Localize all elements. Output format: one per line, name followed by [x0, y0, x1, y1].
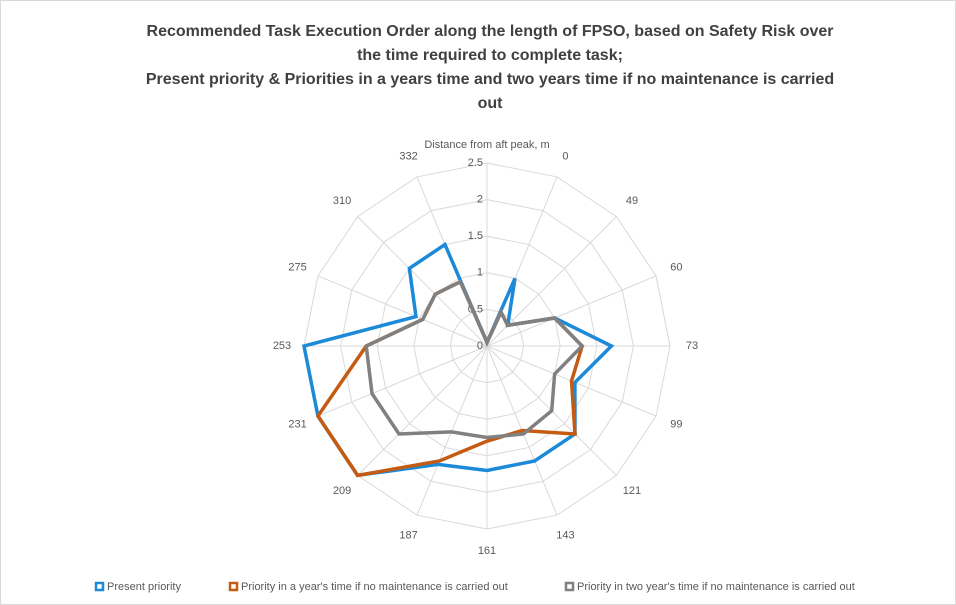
chart-title: Present priority & Priorities in a years…	[146, 71, 834, 88]
radial-tick-label: 2	[477, 194, 483, 206]
radial-tick-label: 1	[477, 267, 483, 279]
category-label: 49	[626, 195, 638, 207]
category-label: 73	[686, 340, 698, 352]
category-label: 60	[670, 261, 682, 273]
radial-tick-label: 0	[477, 340, 483, 352]
category-label: 332	[399, 151, 417, 163]
spoke	[357, 345, 488, 476]
chart-title: out	[478, 95, 504, 112]
spoke	[486, 275, 657, 347]
category-label: 187	[399, 529, 417, 541]
spoke	[357, 216, 488, 347]
category-label: 0	[562, 151, 568, 163]
category-label: 143	[556, 529, 574, 541]
category-label: 253	[273, 340, 291, 352]
category-label: 275	[288, 261, 306, 273]
series-line	[364, 279, 585, 440]
category-label: 121	[623, 485, 641, 497]
category-label: 99	[670, 418, 682, 430]
chart-title: Recommended Task Execution Order along t…	[147, 23, 834, 40]
spoke	[317, 345, 488, 417]
legend-label: Priority in a year's time if no maintena…	[241, 581, 508, 593]
chart-title: the time required to complete task;	[357, 47, 623, 64]
legend-swatch	[94, 581, 105, 592]
legend-swatch	[564, 581, 575, 592]
spoke	[317, 275, 488, 347]
legend-label: Priority in two year's time if no mainte…	[577, 581, 855, 593]
category-label: 231	[288, 418, 306, 430]
category-label: 161	[478, 545, 496, 557]
radial-tick-label: 1.5	[468, 230, 483, 242]
category-label: 310	[333, 195, 351, 207]
radial-tick-label: 2.5	[468, 157, 483, 169]
legend-label: Present priority	[107, 581, 181, 593]
legend-swatch	[228, 581, 239, 592]
axis-label: Distance from aft peak, m	[424, 139, 549, 151]
category-label: 209	[333, 485, 351, 497]
